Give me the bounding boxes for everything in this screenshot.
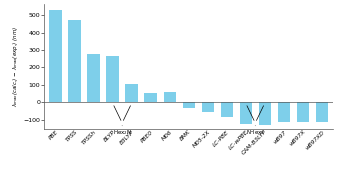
Bar	[277, 102, 290, 122]
Text: Hex$_2$N: Hex$_2$N	[113, 128, 132, 137]
Bar	[221, 102, 233, 117]
Bar	[106, 56, 119, 102]
Bar	[240, 102, 252, 124]
Bar	[259, 102, 271, 125]
Text: NHex$_2$: NHex$_2$	[246, 128, 265, 137]
Bar	[125, 84, 138, 102]
Bar	[49, 10, 62, 102]
Bar	[87, 53, 100, 102]
Bar	[164, 92, 176, 102]
Bar	[202, 102, 214, 112]
Bar	[296, 102, 309, 122]
Bar	[316, 102, 328, 122]
Y-axis label: $\lambda_{max}$(calc.) $-$ $\lambda_{max}$(exp.) (nm): $\lambda_{max}$(calc.) $-$ $\lambda_{max…	[11, 26, 20, 107]
Bar	[183, 102, 195, 108]
Bar	[68, 20, 81, 102]
Bar	[144, 93, 157, 102]
